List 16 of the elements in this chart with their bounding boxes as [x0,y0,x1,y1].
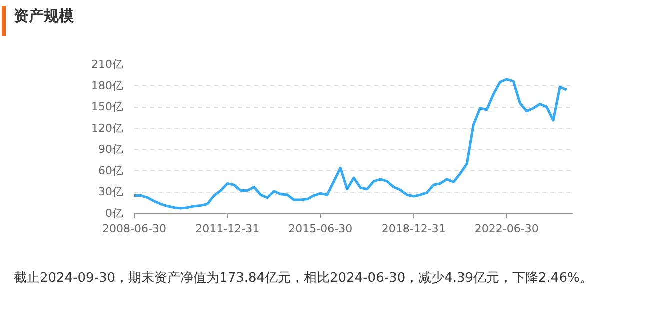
x-tick-label: 2018-12-31 [382,222,446,236]
y-tick-label: 30亿 [98,186,124,199]
x-tick-label: 2022-06-30 [474,222,539,236]
y-tick-label: 180亿 [92,79,124,92]
chart-title: 资产规模 [14,6,74,27]
y-tick-label: 150亿 [92,100,124,114]
y-tick-label: 120亿 [92,122,124,135]
line-series [134,78,568,210]
y-tick-label: 0亿 [106,207,124,220]
x-tick-label: 2008-06-30 [102,222,166,236]
y-tick-label: 90亿 [98,143,124,156]
x-tick-label: 2011-12-31 [196,222,260,236]
y-tick-label: 60亿 [98,164,124,178]
text: 截止2024-09-30，期末资产净值为173.84亿元，相比2024-06-30，减少4.39亿元，下降2.46%。 [14,270,593,288]
y-tick-label: 210亿 [92,58,124,71]
x-tick-label: 2015-06-30 [288,222,353,236]
